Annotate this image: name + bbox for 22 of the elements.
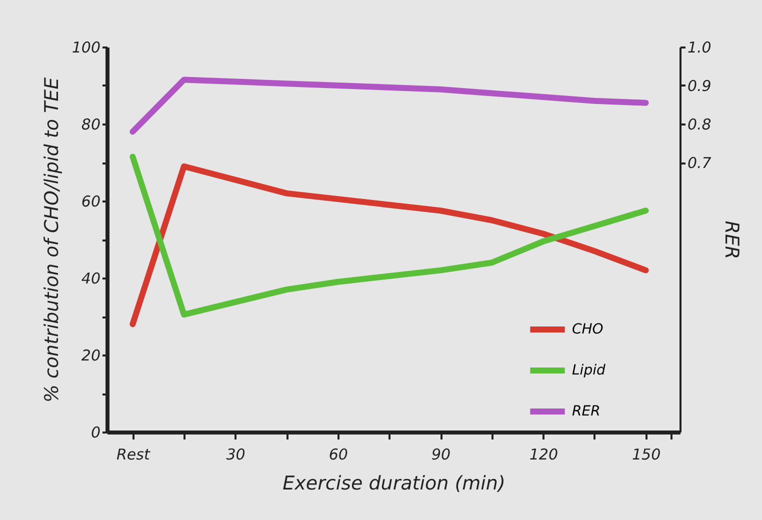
legend-label: RER bbox=[572, 404, 600, 420]
y-tick-label: 60 bbox=[81, 192, 100, 210]
x-axis-title: Exercise duration (min) bbox=[282, 472, 506, 494]
y2-tick-label: 0.7 bbox=[688, 154, 712, 172]
y2-axis-title: RER bbox=[720, 220, 742, 260]
y-tick-label: 20 bbox=[81, 346, 100, 364]
y-axis-title: % contribution of CHO/lipid to TEE bbox=[40, 77, 63, 403]
legend-label: Lipid bbox=[572, 362, 606, 378]
x-tick-label: 90 bbox=[431, 446, 451, 464]
x-tick-label: 30 bbox=[226, 446, 246, 464]
y2-tick-label: 0.9 bbox=[688, 77, 712, 95]
y-tick-label: 80 bbox=[81, 116, 100, 134]
x-tick-label: 150 bbox=[632, 446, 661, 464]
y2-tick-label: 0.8 bbox=[688, 116, 712, 134]
y-tick-label: 40 bbox=[81, 270, 100, 288]
x-tick-label: 60 bbox=[328, 446, 348, 464]
y-tick-label: 100 bbox=[72, 38, 100, 56]
y2-tick-label: 1.0 bbox=[688, 38, 712, 56]
x-tick-label: Rest bbox=[116, 446, 151, 464]
x-tick-label: 120 bbox=[529, 446, 558, 464]
legend-label: CHO bbox=[572, 322, 604, 338]
y-tick-label: 0 bbox=[90, 424, 100, 442]
